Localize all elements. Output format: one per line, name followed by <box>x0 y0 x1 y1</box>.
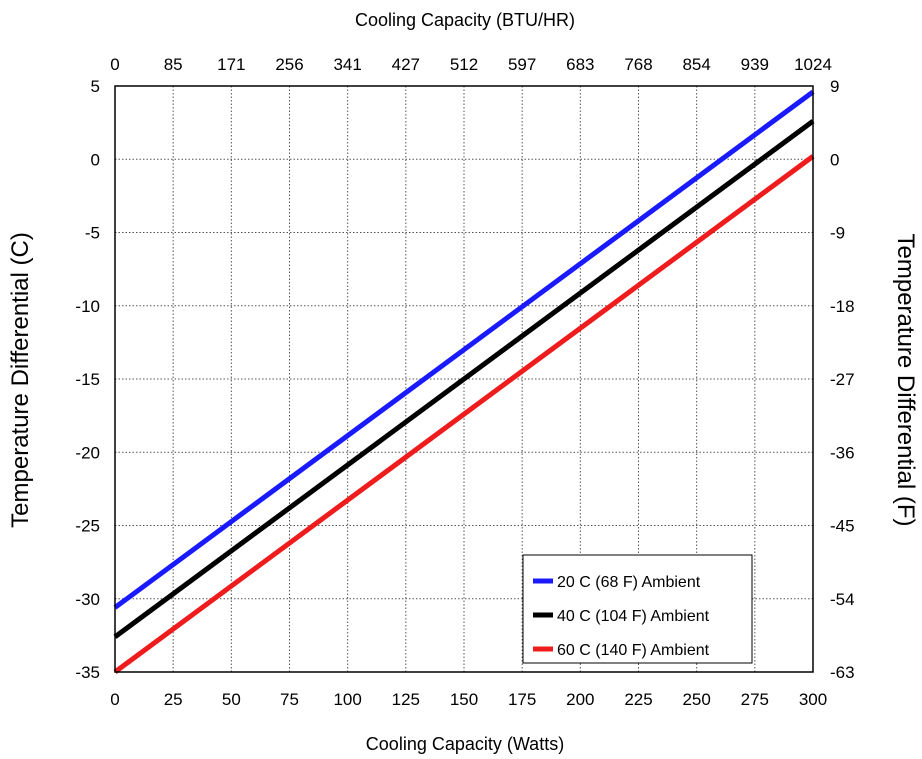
series-line-1 <box>113 89 815 610</box>
plot-frame <box>114 85 814 673</box>
series-line-3 <box>113 154 815 675</box>
bottom-axis-title: Cooling Capacity (Watts) <box>366 734 564 754</box>
y-tick-label: -25 <box>75 517 100 536</box>
y-right-tick-label: 9 <box>830 77 839 96</box>
y-tick-label: 0 <box>91 150 100 169</box>
x-top-tick-label: 1024 <box>794 55 832 74</box>
x-tick-label: 200 <box>566 690 594 709</box>
x-top-tick-label: 427 <box>392 55 420 74</box>
y-right-tick-label: 0 <box>830 150 839 169</box>
y-right-tick-label: -27 <box>830 370 855 389</box>
legend-label: 40 C (104 F) Ambient <box>557 608 710 625</box>
x-tick-label: 25 <box>164 690 183 709</box>
x-top-tick-label: 512 <box>450 55 478 74</box>
y-right-tick-label: -45 <box>830 517 855 536</box>
x-tick-label: 150 <box>450 690 478 709</box>
top-tick-labels: 0 85 171 256 341 427 512 597 683 768 854 939 1024 <box>110 55 832 74</box>
right-tick-labels: 9 0 -9 -18 -27 -36 -45 -54 -63 <box>830 77 855 682</box>
x-top-tick-label: 171 <box>217 55 245 74</box>
y-right-tick-label: -9 <box>830 224 845 243</box>
left-tick-labels: 5 0 -5 -10 -15 -20 -25 -30 -35 <box>75 77 100 682</box>
y-tick-label: -35 <box>75 663 100 682</box>
y-tick-label: 5 <box>91 77 100 96</box>
x-top-tick-label: 939 <box>741 55 769 74</box>
x-tick-label: 250 <box>682 690 710 709</box>
y-right-tick-label: -63 <box>830 663 855 682</box>
x-top-tick-label: 683 <box>566 55 594 74</box>
x-tick-label: 275 <box>741 690 769 709</box>
bottom-tick-labels: 0 25 50 75 100 125 150 175 200 225 250 275 300 <box>110 690 827 709</box>
y-right-tick-label: -54 <box>830 590 855 609</box>
y-tick-label: -30 <box>75 590 100 609</box>
x-tick-label: 75 <box>280 690 299 709</box>
x-top-tick-label: 768 <box>624 55 652 74</box>
y-tick-label: -15 <box>75 370 100 389</box>
y-right-tick-label: -36 <box>830 443 855 462</box>
x-tick-label: 300 <box>799 690 827 709</box>
x-top-tick-label: 0 <box>110 55 119 74</box>
x-top-tick-label: 85 <box>164 55 183 74</box>
y-tick-label: -20 <box>75 443 100 462</box>
top-axis-title: Cooling Capacity (BTU/HR) <box>355 10 575 30</box>
x-tick-label: 225 <box>624 690 652 709</box>
x-tick-label: 0 <box>110 690 119 709</box>
y-right-tick-label: -18 <box>830 297 855 316</box>
legend: 20 C (68 F) Ambient 40 C (104 F) Ambient 6… <box>522 554 753 664</box>
y-tick-label: -10 <box>75 297 100 316</box>
series-layer <box>113 89 815 675</box>
x-tick-label: 175 <box>508 690 536 709</box>
x-tick-label: 100 <box>333 690 361 709</box>
x-top-tick-label: 854 <box>682 55 710 74</box>
y-tick-label: -5 <box>85 224 100 243</box>
x-tick-label: 125 <box>392 690 420 709</box>
right-axis-title: Temperature Differential (F) <box>892 234 919 527</box>
legend-label: 60 C (140 F) Ambient <box>557 642 710 659</box>
x-tick-label: 50 <box>222 690 241 709</box>
series-line-2 <box>113 119 815 639</box>
left-axis-title: Temperature Differential (C) <box>7 232 34 528</box>
legend-box <box>522 554 753 664</box>
x-top-tick-label: 597 <box>508 55 536 74</box>
x-top-tick-label: 256 <box>275 55 303 74</box>
legend-label: 20 C (68 F) Ambient <box>557 574 701 591</box>
x-top-tick-label: 341 <box>333 55 361 74</box>
